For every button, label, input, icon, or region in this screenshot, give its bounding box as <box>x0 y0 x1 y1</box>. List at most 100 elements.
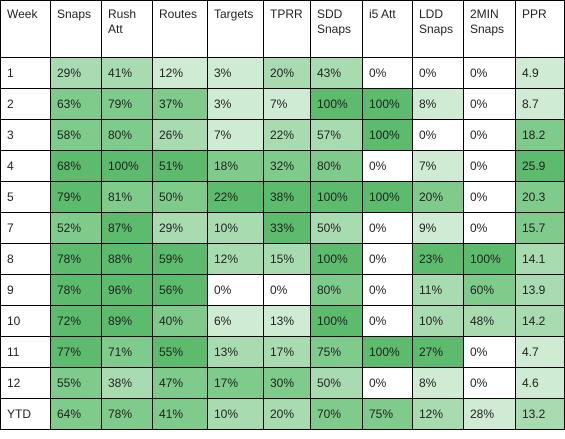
ytd-row: YTD 64% 78% 41% 10% 20% 70% 75% 12% 28% … <box>0 398 565 430</box>
stat-cell: 20% <box>412 181 464 213</box>
week-cell: 8 <box>0 243 51 275</box>
week-cell: 11 <box>0 336 51 368</box>
stat-cell: 0% <box>362 274 413 306</box>
stat-cell: 7% <box>207 119 264 151</box>
stat-cell: 8.7 <box>515 88 565 120</box>
stat-cell: 3% <box>207 88 264 120</box>
stat-cell: 8% <box>412 367 464 399</box>
stat-cell: 7% <box>412 150 464 182</box>
stat-cell: 37% <box>152 88 208 120</box>
stat-cell: 14.1 <box>515 243 565 275</box>
stat-cell: 14.2 <box>515 305 565 337</box>
ytd-cell: 78% <box>101 398 153 430</box>
stat-cell: 0% <box>362 243 413 275</box>
stat-cell: 89% <box>101 305 153 337</box>
week-cell: 4 <box>0 150 51 182</box>
stat-cell: 7% <box>263 88 311 120</box>
stat-cell: 51% <box>152 150 208 182</box>
stat-cell: 17% <box>207 367 264 399</box>
stat-cell: 0% <box>412 119 464 151</box>
stat-cell: 3% <box>207 57 264 89</box>
ytd-cell: 12% <box>412 398 464 430</box>
stat-cell: 6% <box>207 305 264 337</box>
stat-cell: 50% <box>310 212 363 244</box>
table-row: 8 78% 88% 59% 12% 15% 100% 0% 23% 100% 14.1 <box>0 243 565 275</box>
stat-cell: 0% <box>207 274 264 306</box>
stat-cell: 78% <box>50 274 102 306</box>
table-row: 4 68% 100% 51% 18% 32% 80% 0% 7% 0% 25.9 <box>0 150 565 182</box>
stat-cell: 0% <box>463 119 516 151</box>
stat-cell: 0% <box>362 150 413 182</box>
stat-cell: 13% <box>207 336 264 368</box>
stat-cell: 77% <box>50 336 102 368</box>
week-cell: 12 <box>0 367 51 399</box>
header-routes: Routes <box>152 0 208 58</box>
table-row: 10 72% 89% 40% 6% 13% 100% 0% 10% 48% 14.2 <box>0 305 565 337</box>
stat-cell: 0% <box>463 57 516 89</box>
stat-cell: 80% <box>310 274 363 306</box>
stat-cell: 0% <box>362 305 413 337</box>
stat-cell: 13.9 <box>515 274 565 306</box>
stat-cell: 0% <box>463 367 516 399</box>
stat-cell: 81% <box>101 181 153 213</box>
stat-cell: 80% <box>310 150 363 182</box>
stat-cell: 10% <box>207 212 264 244</box>
stat-cell: 59% <box>152 243 208 275</box>
stat-cell: 18% <box>207 150 264 182</box>
stat-cell: 50% <box>152 181 208 213</box>
stat-cell: 29% <box>50 57 102 89</box>
table-row: 3 58% 80% 26% 7% 22% 57% 100% 0% 0% 18.2 <box>0 119 565 151</box>
stat-cell: 15.7 <box>515 212 565 244</box>
stat-cell: 78% <box>50 243 102 275</box>
stat-cell: 96% <box>101 274 153 306</box>
header-tprr: TPRR <box>263 0 311 58</box>
stat-cell: 55% <box>50 367 102 399</box>
stat-cell: 4.9 <box>515 57 565 89</box>
stat-cell: 47% <box>152 367 208 399</box>
stat-cell: 75% <box>310 336 363 368</box>
stat-cell: 38% <box>101 367 153 399</box>
stat-cell: 4.6 <box>515 367 565 399</box>
header-targets: Targets <box>207 0 264 58</box>
week-cell: 3 <box>0 119 51 151</box>
ytd-cell: 28% <box>463 398 516 430</box>
stat-cell: 100% <box>362 181 413 213</box>
ytd-cell: 20% <box>263 398 311 430</box>
header-snaps: Snaps <box>50 0 102 58</box>
stat-cell: 20% <box>263 57 311 89</box>
stat-cell: 58% <box>50 119 102 151</box>
stat-cell: 50% <box>310 367 363 399</box>
header-rush-att: Rush Att <box>101 0 153 58</box>
stat-cell: 100% <box>362 336 413 368</box>
stat-cell: 79% <box>50 181 102 213</box>
table-body: 1 29% 41% 12% 3% 20% 43% 0% 0% 0% 4.9 2 63% 79% 37% 3% 7… <box>0 57 565 399</box>
week-cell: 2 <box>0 88 51 120</box>
stat-cell: 23% <box>412 243 464 275</box>
stat-cell: 8% <box>412 88 464 120</box>
ytd-cell: 13.2 <box>515 398 565 430</box>
stat-cell: 32% <box>263 150 311 182</box>
stat-cell: 100% <box>362 88 413 120</box>
stat-cell: 100% <box>310 181 363 213</box>
table-row: 2 63% 79% 37% 3% 7% 100% 100% 8% 0% 8.7 <box>0 88 565 120</box>
ytd-cell: 70% <box>310 398 363 430</box>
stat-cell: 41% <box>101 57 153 89</box>
stat-cell: 17% <box>263 336 311 368</box>
header-2min-snaps: 2MIN Snaps <box>463 0 516 58</box>
stat-cell: 48% <box>463 305 516 337</box>
stat-cell: 71% <box>101 336 153 368</box>
stat-cell: 38% <box>263 181 311 213</box>
header-week: Week <box>0 0 51 58</box>
ytd-cell: 10% <box>207 398 264 430</box>
stat-cell: 100% <box>463 243 516 275</box>
week-cell: 5 <box>0 181 51 213</box>
week-cell: 1 <box>0 57 51 89</box>
week-cell: 10 <box>0 305 51 337</box>
stat-cell: 0% <box>362 57 413 89</box>
stat-cell: 22% <box>263 119 311 151</box>
header-ldd-snaps: LDD Snaps <box>412 0 464 58</box>
table-row: 5 79% 81% 50% 22% 38% 100% 100% 20% 0% 20.3 <box>0 181 565 213</box>
stat-cell: 0% <box>463 336 516 368</box>
stat-cell: 0% <box>463 150 516 182</box>
stats-table: Week Snaps Rush Att Routes Targets TPRR … <box>0 0 565 430</box>
